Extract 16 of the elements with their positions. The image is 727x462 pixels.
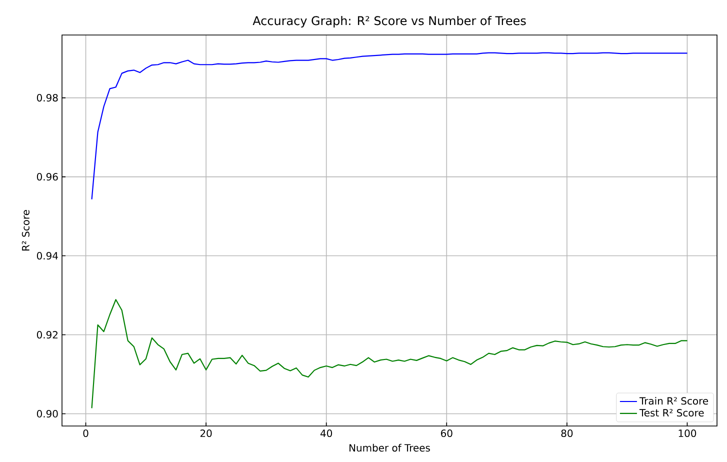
chart-title: Accuracy Graph: R² Score vs Number of Trees: [252, 16, 526, 28]
y-tick-label: 0.92: [36, 330, 58, 339]
x-axis-title: Number of Trees: [350, 444, 430, 452]
y-axis-title: R² Score: [22, 210, 30, 251]
y-tick-label: 0.90: [36, 410, 58, 418]
x-tick-label: 100: [678, 430, 696, 438]
y-tick-label: 0.94: [36, 252, 58, 260]
legend-label: Test R² Score: [639, 409, 704, 417]
legend-label: Train R² Score: [639, 396, 708, 405]
x-tick-label: 80: [561, 430, 573, 438]
x-tick-label: 20: [200, 430, 212, 438]
x-tick-label: 60: [441, 430, 452, 438]
x-tick-label: 40: [320, 430, 332, 438]
x-tick-label: 0: [83, 430, 88, 438]
y-tick-label: 0.98: [36, 94, 58, 102]
y-tick-label: 0.96: [36, 173, 58, 181]
